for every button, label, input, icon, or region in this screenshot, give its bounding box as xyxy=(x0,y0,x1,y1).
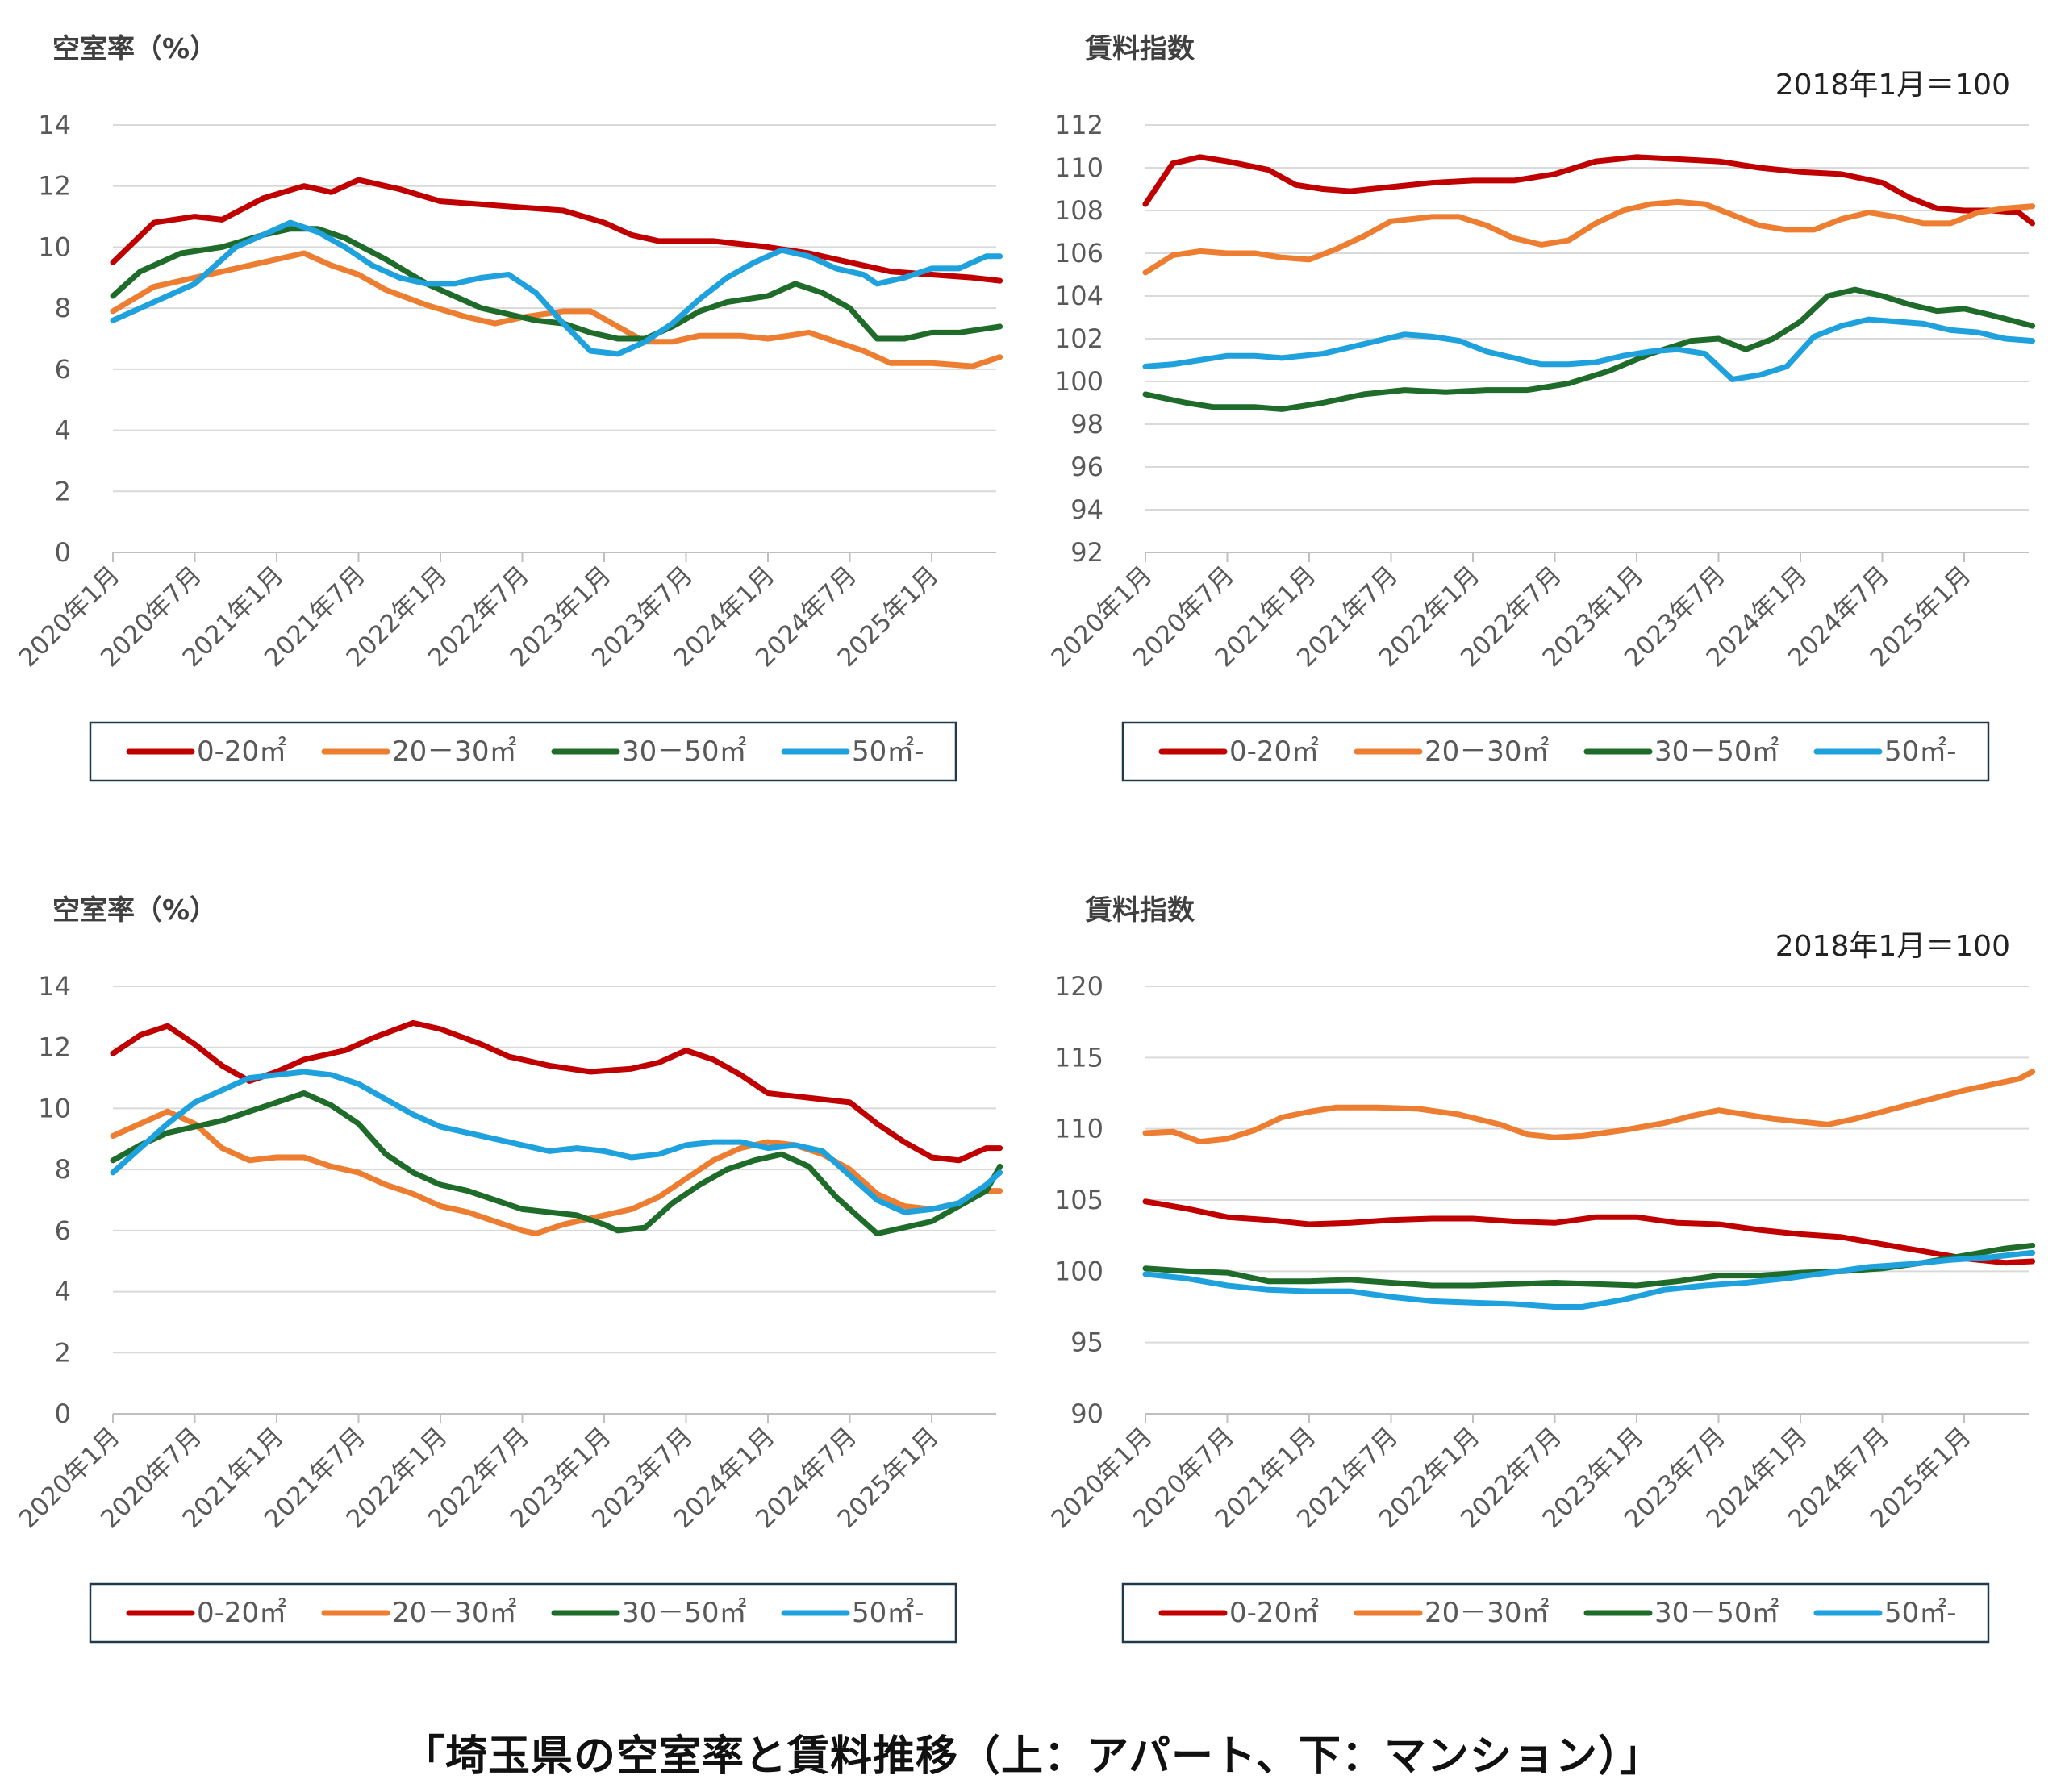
y-tick-label: 0 xyxy=(55,537,71,568)
y-tick-label: 12 xyxy=(38,171,71,202)
series-line-1 xyxy=(1142,1069,2036,1145)
y-tick-label: 98 xyxy=(1070,409,1103,440)
legend-label: 0-20㎡ xyxy=(197,736,286,768)
chart-svg: 賃料指数 2018年1月＝100 92 94 96 98 100 102 104 106 108 11… xyxy=(1046,33,2036,782)
legend-label: 20－30㎡ xyxy=(1425,736,1550,768)
legend-label: 30－50㎡ xyxy=(622,736,747,768)
y-tick-label: 2 xyxy=(55,1337,71,1368)
y-tick-label: 10 xyxy=(38,1093,71,1123)
legend-label: 0-20㎡ xyxy=(1229,1597,1319,1629)
y-tick-label: 8 xyxy=(55,1154,71,1185)
base-note: 2018年1月＝100 xyxy=(1775,930,2010,963)
y-tick-label: 100 xyxy=(1054,366,1103,397)
series-line-2 xyxy=(1142,286,2036,412)
y-tick-label: 6 xyxy=(55,1215,71,1246)
legend-label: 30－50㎡ xyxy=(622,1597,747,1629)
series-line-3 xyxy=(110,1069,1003,1215)
legend-label: 50㎡- xyxy=(1884,736,1957,768)
y-tick-label: 2 xyxy=(55,476,71,506)
legend-label: 20－30㎡ xyxy=(1425,1597,1550,1629)
y-tick-label: 115 xyxy=(1054,1042,1103,1073)
y-tick-label: 110 xyxy=(1054,152,1103,183)
chart-mansion-rent: 賃料指数 2018年1月＝100 90 95 100 105 110 115 120 2020年1… xyxy=(1032,861,2065,1716)
legend-label: 50㎡- xyxy=(1884,1597,1957,1629)
legend-label: 0-20㎡ xyxy=(197,1597,286,1629)
legend-label: 30－50㎡ xyxy=(1654,1597,1779,1629)
figure-caption: 「埼玉県の空室率と賃料推移（上：アパート、下：マンション）」 xyxy=(403,1732,1662,1781)
y-tick-label: 6 xyxy=(55,354,71,385)
chart-mansion-vacancy: 空室率（%） 0 2 4 6 8 10 12 14 2020年1月 2020年7月 2021年1月 20… xyxy=(0,861,1032,1716)
legend-label: 20－30㎡ xyxy=(392,736,517,768)
series-line-1 xyxy=(1142,198,2036,276)
y-tick-label: 8 xyxy=(55,293,71,323)
y-tick-label: 96 xyxy=(1070,452,1103,482)
series-line-3 xyxy=(1142,316,2036,382)
y-tick-label: 4 xyxy=(55,415,71,446)
legend-label: 20－30㎡ xyxy=(392,1597,517,1629)
y-tick-label: 90 xyxy=(1070,1398,1103,1429)
y-tick-label: 100 xyxy=(1054,1256,1103,1286)
series-line-2 xyxy=(110,226,1003,342)
series-line-1 xyxy=(110,250,1003,369)
legend-label: 30－50㎡ xyxy=(1654,736,1779,768)
series-line-0 xyxy=(1142,154,2036,227)
y-tick-label: 102 xyxy=(1054,323,1103,354)
y-axis-label: 空室率（%） xyxy=(52,894,217,927)
y-axis-label: 賃料指数 xyxy=(1084,894,1195,927)
chart-svg: 空室率（%）024681012142020年1月2020年7月2021年1月20… xyxy=(14,33,1003,782)
y-tick-label: 108 xyxy=(1054,195,1103,226)
y-tick-label: 110 xyxy=(1054,1114,1103,1144)
legend-label: 50㎡- xyxy=(852,736,924,768)
y-tick-label: 106 xyxy=(1054,238,1103,269)
series-line-3 xyxy=(110,219,1003,357)
y-tick-label: 0 xyxy=(55,1398,71,1429)
chart-apartment-vacancy: 空室率（%） 0 2 4 6 8 10 12 14 2020年1月 2020年7月 2021年1月 20… xyxy=(0,0,1032,855)
chart-svg: 空室率（%）024681012142020年1月2020年7月2021年1月20… xyxy=(14,894,1003,1644)
legend-label: 0-20㎡ xyxy=(1229,736,1319,768)
y-tick-label: 92 xyxy=(1070,537,1103,568)
y-tick-label: 14 xyxy=(38,110,71,140)
y-tick-label: 120 xyxy=(1054,971,1103,1002)
series-line-0 xyxy=(110,1019,1003,1164)
y-tick-label: 14 xyxy=(38,971,71,1002)
base-note: 2018年1月＝100 xyxy=(1775,69,2010,102)
series-line-0 xyxy=(110,177,1003,284)
legend-label: 50㎡- xyxy=(852,1597,924,1629)
series-line-2 xyxy=(110,1090,1003,1237)
y-tick-label: 104 xyxy=(1054,281,1103,311)
y-tick-label: 112 xyxy=(1054,110,1103,140)
y-tick-label: 10 xyxy=(38,231,71,262)
y-axis-label: 空室率（%） xyxy=(52,33,217,65)
chart-svg: 賃料指数2018年1月＝10090951001051101151202020年1… xyxy=(1046,894,2036,1644)
series-line-0 xyxy=(1142,1198,2036,1266)
y-tick-label: 94 xyxy=(1070,494,1103,525)
series-line-3 xyxy=(1142,1249,2036,1310)
y-tick-label: 4 xyxy=(55,1277,71,1307)
y-tick-label: 95 xyxy=(1070,1327,1103,1358)
y-axis-label: 賃料指数 xyxy=(1084,33,1195,65)
y-tick-label: 12 xyxy=(38,1032,71,1063)
y-tick-label: 105 xyxy=(1054,1185,1103,1215)
series-line-1 xyxy=(110,1108,1003,1237)
chart-apartment-rent: 賃料指数 2018年1月＝100 92 94 96 98 100 102 104 106 108 11… xyxy=(1032,0,2065,855)
